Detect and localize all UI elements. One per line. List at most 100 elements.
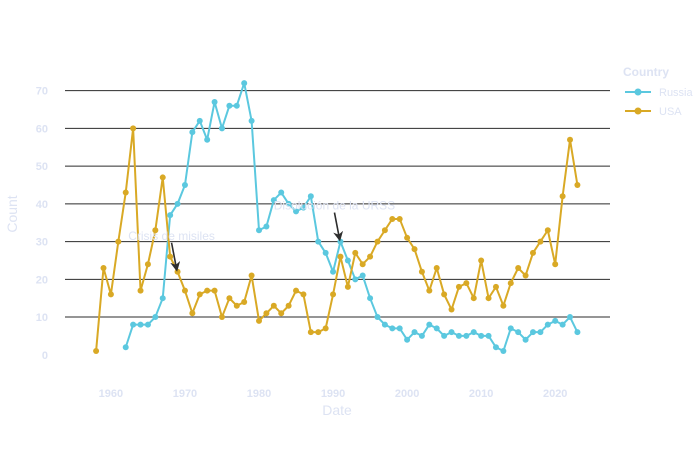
- series-usa: [93, 125, 581, 355]
- data-point-russia: [455, 332, 462, 339]
- data-point-russia: [218, 125, 225, 132]
- data-point-russia: [500, 348, 507, 355]
- data-point-usa: [389, 215, 396, 222]
- data-point-usa: [485, 295, 492, 302]
- data-point-russia: [470, 329, 477, 336]
- y-tick-label: 50: [36, 161, 48, 173]
- data-point-russia: [418, 332, 425, 339]
- data-point-russia: [441, 332, 448, 339]
- x-axis-label: Date: [322, 402, 352, 418]
- x-tick-label: 1990: [321, 388, 345, 400]
- data-point-usa: [256, 317, 263, 324]
- x-tick-label: 2010: [469, 388, 493, 400]
- data-point-usa: [167, 253, 174, 260]
- data-point-usa: [515, 265, 522, 271]
- data-point-russia: [226, 102, 233, 109]
- data-point-russia: [300, 204, 307, 211]
- data-point-russia: [196, 117, 203, 124]
- data-point-usa: [404, 234, 411, 241]
- data-point-usa: [463, 280, 470, 287]
- data-point-russia: [122, 344, 129, 351]
- data-point-usa: [381, 227, 388, 234]
- data-point-russia: [211, 98, 218, 105]
- data-point-usa: [263, 310, 270, 317]
- data-point-russia: [307, 193, 314, 200]
- data-point-usa: [478, 257, 485, 264]
- data-point-usa: [152, 227, 159, 234]
- data-point-russia: [256, 227, 263, 234]
- data-point-russia: [263, 223, 270, 230]
- annotation-text: Disolución de la URSS: [274, 199, 395, 213]
- x-tick-label: 1960: [99, 388, 123, 400]
- data-point-russia: [515, 329, 522, 336]
- legend-item-usa: USA: [625, 106, 682, 118]
- data-point-russia: [367, 295, 374, 302]
- data-point-usa: [426, 287, 433, 294]
- y-axis-label: Count: [4, 195, 20, 232]
- y-tick-label: 60: [36, 123, 48, 135]
- x-tick-label: 2020: [543, 388, 567, 400]
- data-point-russia: [411, 329, 418, 336]
- y-tick-label: 20: [36, 274, 48, 286]
- data-point-russia: [233, 102, 240, 109]
- data-point-russia: [152, 314, 159, 321]
- x-tick-label: 1980: [247, 388, 271, 400]
- data-point-russia: [315, 238, 322, 245]
- data-point-usa: [211, 287, 218, 294]
- data-point-usa: [322, 325, 329, 332]
- data-point-russia: [159, 295, 166, 302]
- data-point-usa: [559, 193, 566, 200]
- data-point-usa: [537, 238, 544, 245]
- data-point-usa: [100, 265, 107, 271]
- data-point-russia: [552, 317, 559, 324]
- data-point-usa: [307, 329, 314, 336]
- data-point-russia: [485, 332, 492, 339]
- data-point-usa: [107, 291, 114, 298]
- x-tick-label: 2000: [395, 388, 419, 400]
- data-point-russia: [144, 321, 151, 328]
- data-point-russia: [359, 272, 366, 279]
- annotation-arrow: [333, 212, 344, 242]
- data-point-usa: [522, 272, 529, 279]
- data-point-usa: [174, 268, 181, 275]
- data-point-usa: [552, 261, 559, 268]
- legend-title: Country: [623, 65, 669, 79]
- data-point-russia: [567, 314, 574, 321]
- data-point-usa: [233, 302, 240, 309]
- data-point-russia: [492, 344, 499, 351]
- data-point-usa: [455, 283, 462, 290]
- y-tick-labels: 0 10 20 30 40 50 60 70: [36, 86, 48, 362]
- data-point-russia: [529, 329, 536, 336]
- series-lines: [93, 80, 581, 355]
- data-point-usa: [144, 261, 151, 268]
- data-point-usa: [218, 314, 225, 321]
- y-tick-label: 70: [36, 86, 48, 98]
- data-point-russia: [559, 321, 566, 328]
- data-point-russia: [285, 200, 292, 207]
- data-point-russia: [522, 336, 529, 343]
- legend: Country Russia USA: [623, 65, 694, 118]
- data-point-russia: [248, 117, 255, 124]
- data-point-russia: [337, 238, 344, 245]
- data-point-usa: [367, 253, 374, 260]
- legend-entries: Russia USA: [625, 87, 694, 118]
- data-point-usa: [470, 295, 477, 302]
- data-point-usa: [241, 298, 248, 305]
- legend-label: Russia: [659, 87, 694, 99]
- data-point-russia: [544, 321, 551, 328]
- legend-swatch-marker: [634, 88, 642, 96]
- data-point-usa: [492, 283, 499, 290]
- data-point-russia: [537, 329, 544, 336]
- y-tick-label: 30: [36, 237, 48, 249]
- data-point-usa: [293, 287, 300, 294]
- data-point-russia: [507, 325, 514, 332]
- data-point-russia: [322, 249, 329, 256]
- data-point-russia: [137, 321, 144, 328]
- data-point-usa: [315, 329, 322, 336]
- legend-item-russia: Russia: [625, 87, 694, 99]
- data-point-usa: [567, 136, 574, 143]
- data-point-usa: [441, 291, 448, 298]
- data-point-usa: [93, 348, 100, 355]
